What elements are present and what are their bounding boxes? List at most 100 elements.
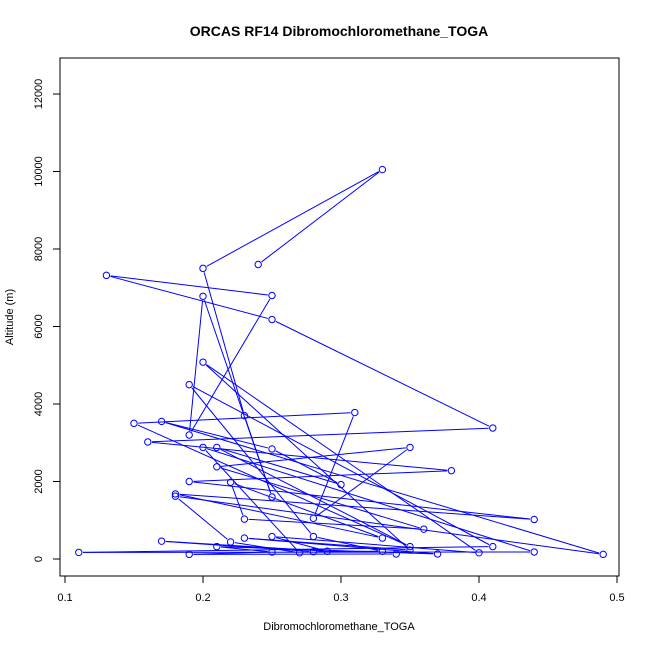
x-tick-label: 0.5 — [609, 592, 624, 604]
x-axis-label: Dibromochloromethane_TOGA — [263, 621, 415, 633]
data-point — [530, 548, 538, 556]
series-line-segment — [165, 421, 269, 449]
data-point — [323, 547, 331, 555]
series-line-segment — [193, 470, 448, 482]
series-line-segment — [231, 486, 244, 516]
data-point — [309, 514, 318, 523]
x-tick-label: 0.4 — [471, 592, 486, 604]
series-line-segment — [220, 546, 434, 555]
x-tick-label: 0.1 — [57, 592, 72, 604]
series-line-segment — [220, 546, 268, 553]
series-line-segment — [275, 537, 324, 551]
series-line-segment — [203, 300, 272, 494]
series-line-segment — [151, 427, 489, 443]
y-tick-label: 8000 — [33, 237, 45, 261]
y-tick-label: 2000 — [33, 469, 45, 493]
data-point — [406, 542, 414, 551]
data-point — [447, 466, 456, 475]
x-tick-label: 0.2 — [195, 592, 210, 604]
data-point — [240, 534, 249, 542]
x-tick-label: 0.3 — [333, 592, 348, 604]
data-point — [102, 271, 111, 280]
series-line-segment — [205, 450, 298, 551]
y-tick-label: 6000 — [33, 314, 45, 338]
data-point — [199, 292, 207, 300]
data-point — [213, 542, 221, 551]
data-point — [295, 549, 304, 557]
data-point — [185, 550, 193, 559]
data-point — [130, 419, 138, 428]
data-point — [433, 550, 442, 558]
data-point — [240, 515, 249, 523]
data-point — [378, 165, 387, 174]
data-point — [226, 538, 235, 546]
data-point — [171, 490, 180, 498]
data-point — [144, 438, 152, 446]
series-line-segment — [138, 412, 351, 424]
data-point — [213, 463, 221, 471]
series-line-segment — [276, 536, 475, 553]
data-point — [489, 424, 497, 432]
series-line-segment — [110, 275, 268, 296]
series-line-segment — [275, 320, 490, 427]
series-line-segment — [203, 272, 244, 412]
data-point — [599, 550, 607, 559]
series-group — [75, 165, 607, 559]
data-point — [406, 443, 414, 452]
series-line-segment — [205, 364, 408, 548]
series-line-segment — [234, 483, 379, 538]
y-tick-label: 4000 — [33, 392, 45, 416]
series-line-segment — [151, 441, 448, 471]
series-line-segment — [137, 424, 407, 546]
series-line-segment — [179, 493, 531, 520]
data-point — [475, 549, 483, 557]
data-point — [268, 291, 276, 300]
series-line-segment — [193, 481, 531, 520]
data-point — [378, 534, 387, 542]
series-line-segment — [190, 298, 271, 432]
series-line-segment — [220, 467, 420, 529]
series-line-segment — [179, 494, 379, 538]
data-point — [268, 532, 276, 541]
data-point — [254, 260, 262, 269]
data-point — [420, 525, 428, 533]
y-tick-label: 0 — [33, 556, 45, 562]
data-point — [185, 380, 193, 389]
series-line-segment — [220, 448, 338, 484]
data-point — [378, 547, 387, 555]
series-line-segment — [192, 386, 490, 546]
x-axis: 0.1 0.2 0.3 0.4 0.5 — [57, 575, 625, 604]
data-point — [309, 547, 318, 556]
series-line-segment — [314, 416, 354, 515]
data-point — [489, 542, 497, 551]
data-point — [268, 315, 276, 324]
data-point — [530, 515, 538, 524]
data-point — [199, 264, 207, 273]
series-line-segment — [206, 171, 379, 267]
data-point — [157, 537, 166, 545]
series-line-segment — [316, 449, 407, 517]
y-axis: 0 2000 4000 6000 8000 10000 12000 — [33, 79, 61, 562]
series-line-segment — [206, 448, 531, 552]
data-point — [268, 548, 276, 556]
series-line-segment — [261, 171, 380, 263]
series-line-segment — [206, 364, 476, 551]
data-point — [75, 548, 83, 557]
y-axis-label: Altitude (m) — [4, 289, 16, 345]
data-point — [309, 532, 318, 541]
data-point — [157, 417, 166, 426]
data-point — [240, 411, 249, 420]
data-point — [213, 443, 221, 452]
data-point — [171, 492, 180, 500]
series-line-segment — [220, 448, 407, 546]
data-point — [268, 445, 276, 453]
series-line-segment — [189, 300, 204, 431]
series-line-segment — [248, 537, 434, 555]
y-tick-label: 12000 — [33, 79, 45, 110]
data-point — [351, 408, 359, 417]
series-line-segment — [179, 496, 600, 555]
series-line-segment — [248, 518, 420, 530]
data-point — [406, 546, 414, 554]
data-point — [392, 550, 400, 558]
